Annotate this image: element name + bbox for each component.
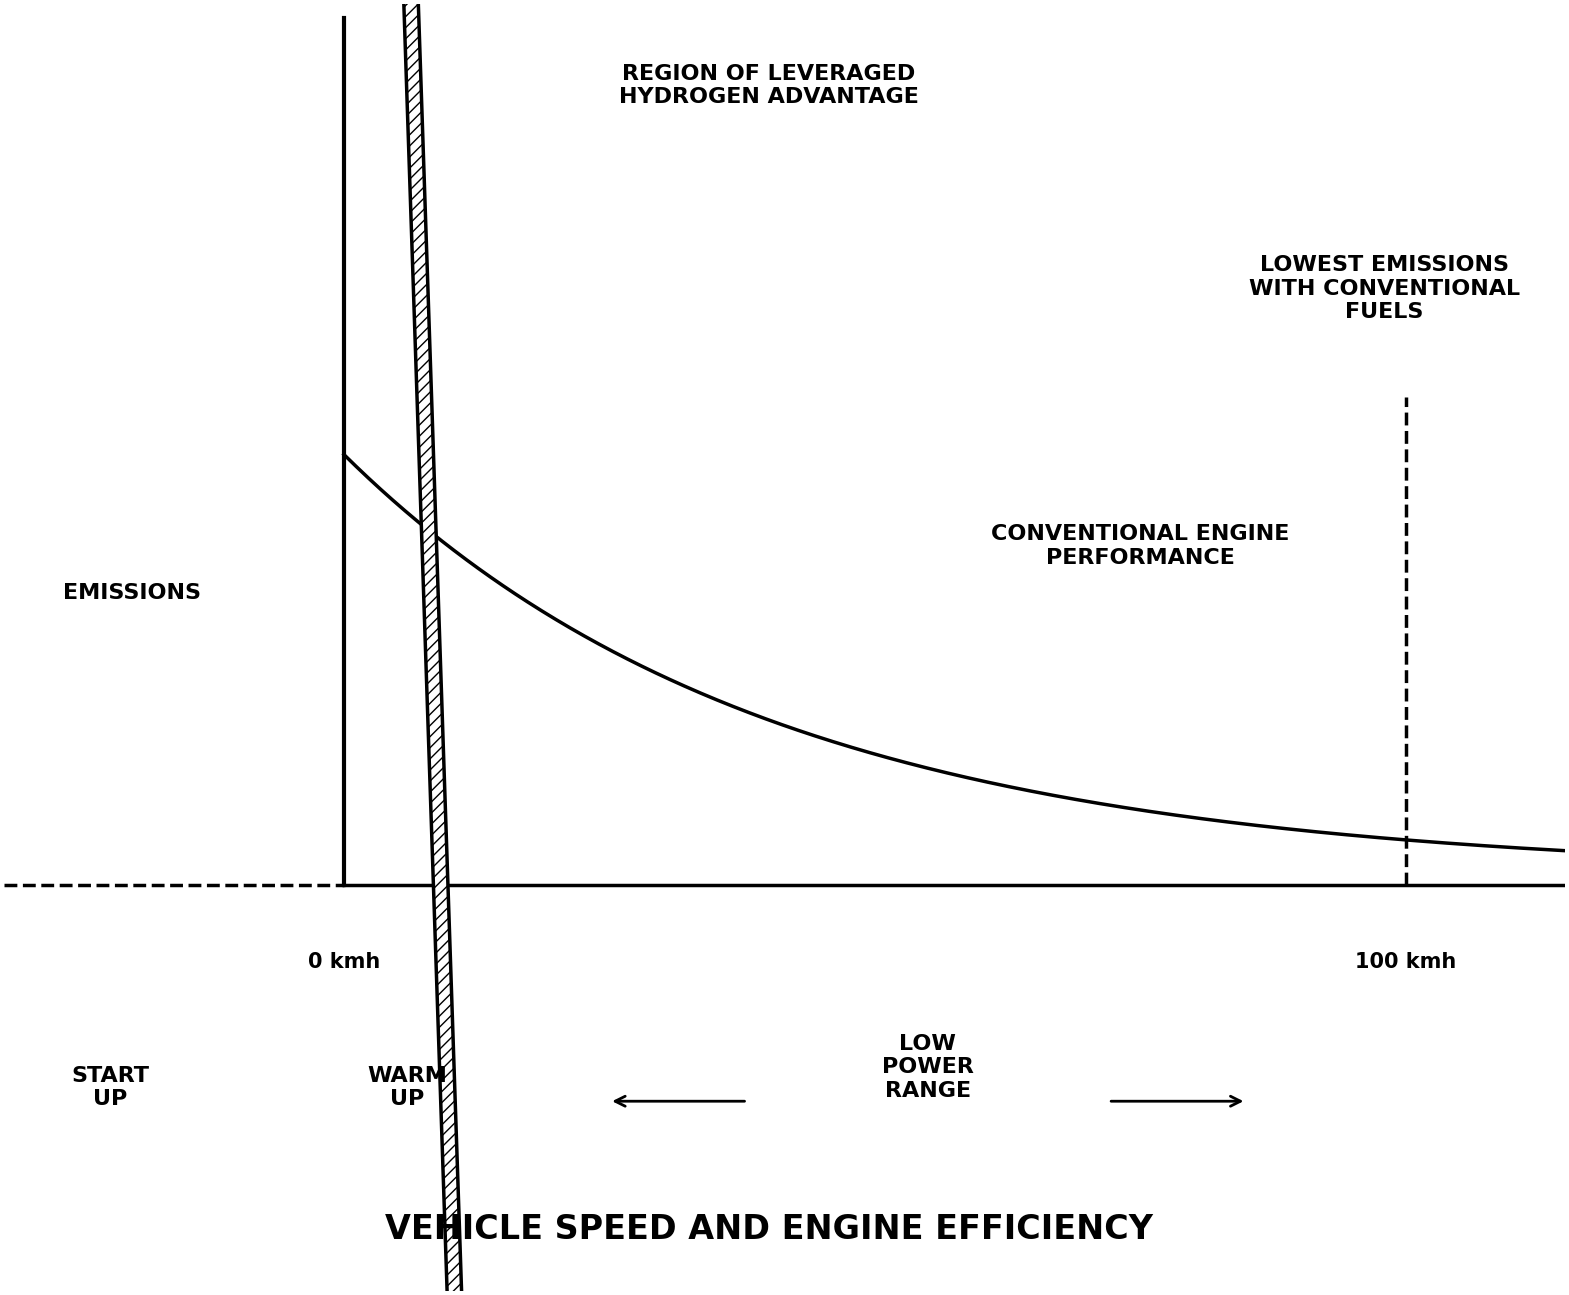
- Text: WARM
UP: WARM UP: [367, 1066, 447, 1110]
- Text: REGION OF LEVERAGED
HYDROGEN ADVANTAGE: REGION OF LEVERAGED HYDROGEN ADVANTAGE: [618, 63, 918, 107]
- Text: LOWEST EMISSIONS
WITH CONVENTIONAL
FUELS: LOWEST EMISSIONS WITH CONVENTIONAL FUELS: [1249, 255, 1520, 321]
- Text: VEHICLE SPEED AND ENGINE EFFICIENCY: VEHICLE SPEED AND ENGINE EFFICIENCY: [384, 1213, 1153, 1246]
- Text: 100 kmh: 100 kmh: [1356, 952, 1456, 973]
- Text: EMISSIONS: EMISSIONS: [63, 583, 201, 603]
- Text: CONVENTIONAL ENGINE
PERFORMANCE: CONVENTIONAL ENGINE PERFORMANCE: [992, 524, 1290, 567]
- Ellipse shape: [165, 0, 693, 1295]
- Text: 0 kmh: 0 kmh: [308, 952, 380, 973]
- Text: START
UP: START UP: [71, 1066, 149, 1110]
- Text: LOW
POWER
RANGE: LOW POWER RANGE: [882, 1035, 974, 1101]
